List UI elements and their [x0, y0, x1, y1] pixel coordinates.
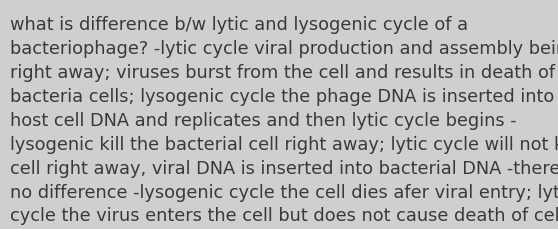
Text: what is difference b/w lytic and lysogenic cycle of a: what is difference b/w lytic and lysogen… [10, 16, 468, 34]
Text: no difference -lysogenic cycle the cell dies afer viral entry; lytic: no difference -lysogenic cycle the cell … [10, 183, 558, 201]
Text: bacteria cells; lysogenic cycle the phage DNA is inserted into: bacteria cells; lysogenic cycle the phag… [10, 87, 554, 105]
Text: lysogenic kill the bacterial cell right away; lytic cycle will not kill: lysogenic kill the bacterial cell right … [10, 135, 558, 153]
Text: cycle the virus enters the cell but does not cause death of cell: cycle the virus enters the cell but does… [10, 207, 558, 224]
Text: cell right away, viral DNA is inserted into bacterial DNA -there is: cell right away, viral DNA is inserted i… [10, 159, 558, 177]
Text: bacteriophage? -lytic cycle viral production and assembly beings: bacteriophage? -lytic cycle viral produc… [10, 40, 558, 58]
Text: right away; viruses burst from the cell and results in death of: right away; viruses burst from the cell … [10, 64, 555, 82]
Text: host cell DNA and replicates and then lytic cycle begins -: host cell DNA and replicates and then ly… [10, 111, 517, 129]
